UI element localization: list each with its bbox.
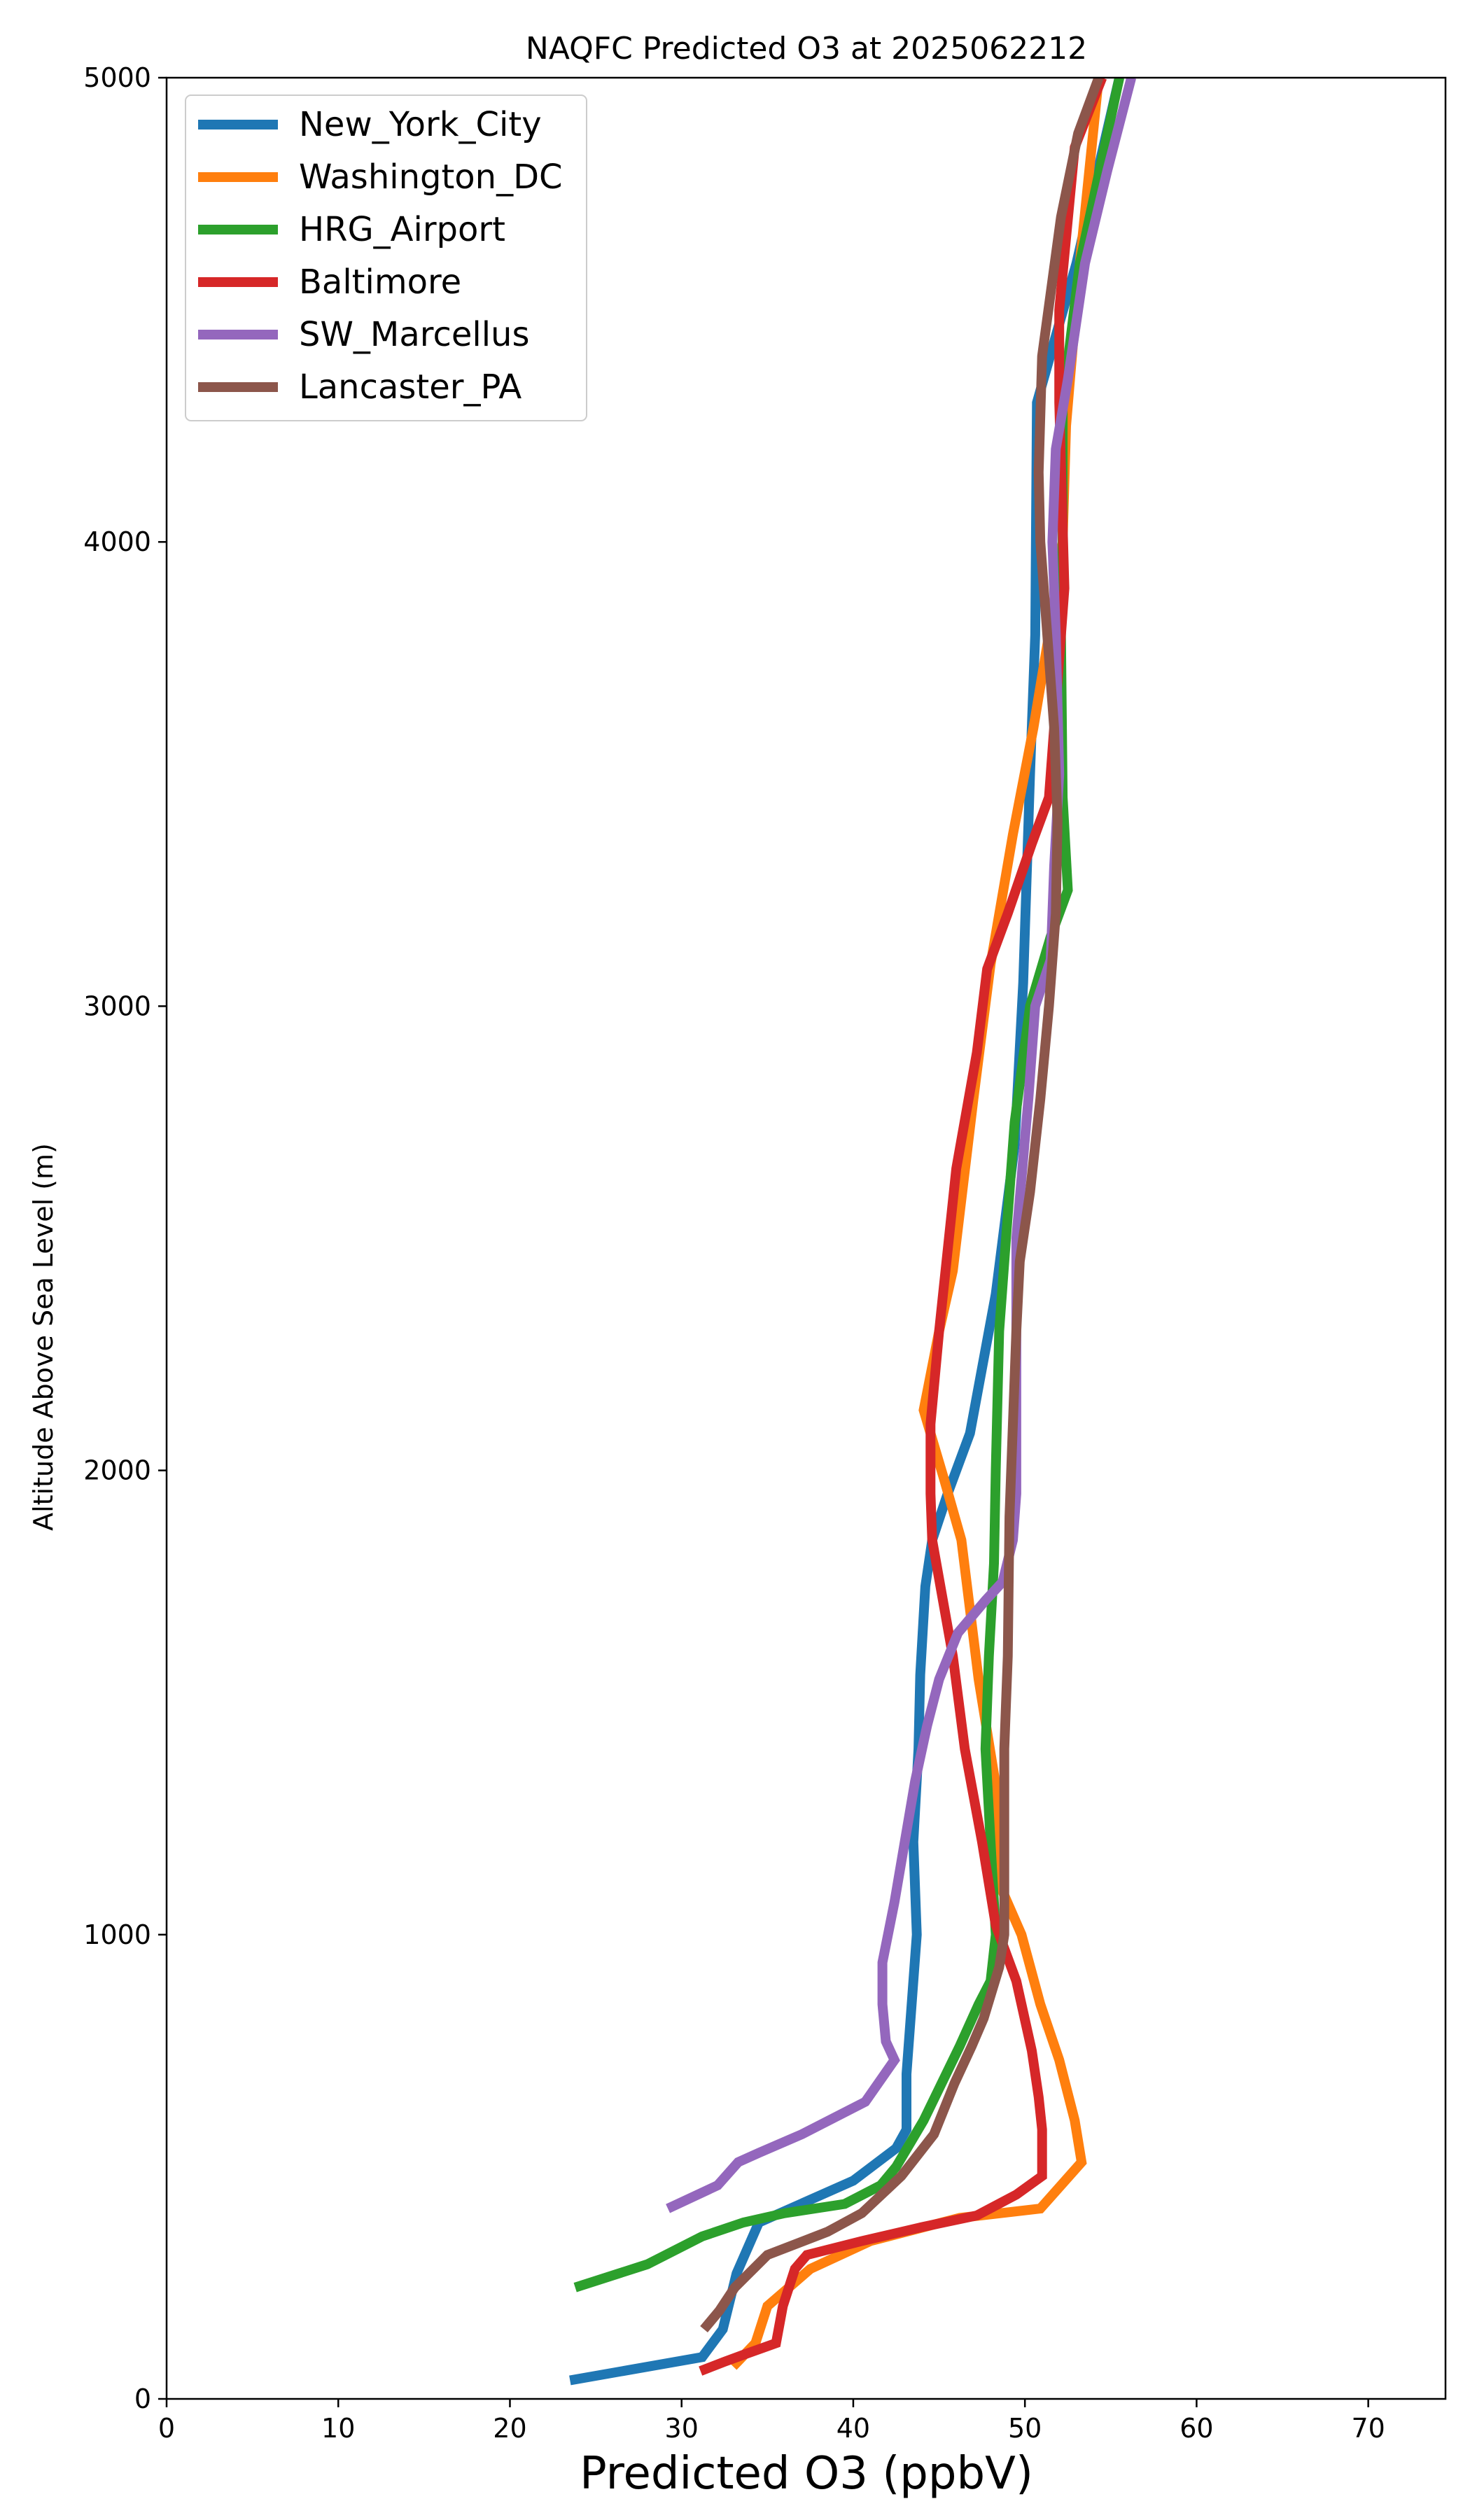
series-line-baltimore bbox=[699, 78, 1107, 2376]
y-tick-label: 5000 bbox=[83, 62, 151, 93]
legend-label: SW_Marcellus bbox=[299, 315, 529, 354]
x-tick-label: 10 bbox=[321, 2413, 355, 2444]
y-axis-label: Altitude Above Sea Level (m) bbox=[28, 1143, 59, 1531]
legend-label: HRG_Airport bbox=[299, 210, 505, 249]
y-tick-label: 4000 bbox=[83, 526, 151, 557]
x-tick-label: 30 bbox=[665, 2413, 699, 2444]
legend: New_York_City Washington_DC HRG_Airport Bal… bbox=[185, 94, 587, 421]
x-tick-label: 70 bbox=[1351, 2413, 1385, 2444]
legend-box bbox=[185, 94, 587, 421]
x-tick-label: 0 bbox=[158, 2413, 175, 2444]
plot-frame bbox=[165, 76, 1447, 2400]
series-line-sw-marcellus bbox=[666, 78, 1136, 2213]
chart-title: NAQFC Predicted O3 at 2025062212 bbox=[526, 31, 1087, 66]
x-axis-label: Predicted O3 (ppbV) bbox=[580, 2448, 1033, 2500]
y-tick-label: 2000 bbox=[83, 1455, 151, 1486]
series-line-lancaster-pa bbox=[700, 78, 1104, 2332]
legend-label: Baltimore bbox=[299, 262, 461, 302]
y-tick-label: 0 bbox=[134, 2384, 151, 2414]
legend-label: Washington_DC bbox=[299, 158, 563, 197]
legend-label: New_York_City bbox=[299, 105, 542, 144]
y-axis: 0 1000 2000 3000 4000 5000 bbox=[83, 62, 167, 2414]
legend-label: Lancaster_PA bbox=[299, 368, 522, 407]
y-tick-label: 3000 bbox=[83, 990, 151, 1021]
x-tick-label: 40 bbox=[836, 2413, 870, 2444]
y-tick-label: 1000 bbox=[83, 1919, 151, 1950]
x-axis: 0 10 20 30 40 50 60 70 bbox=[158, 2399, 1385, 2444]
x-tick-label: 20 bbox=[493, 2413, 526, 2444]
x-tick-label: 50 bbox=[1008, 2413, 1042, 2444]
series-layer bbox=[569, 78, 1136, 2386]
x-tick-label: 60 bbox=[1180, 2413, 1213, 2444]
